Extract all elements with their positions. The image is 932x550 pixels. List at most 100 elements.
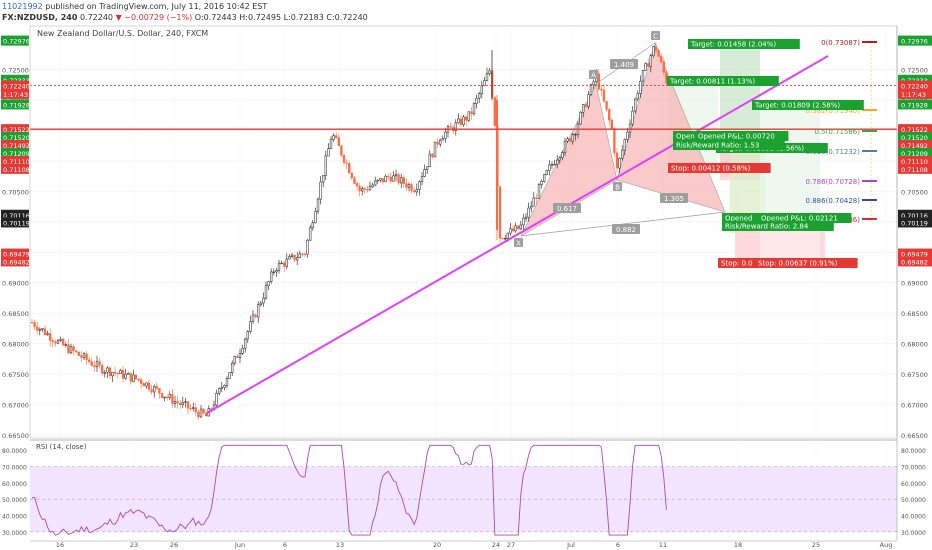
candle [600,88,603,91]
candle [345,162,348,164]
candle [205,413,208,417]
candle [51,340,54,343]
axis-price-tag-left-text: 0.72240 [3,82,30,90]
candle [660,56,663,63]
axis-price-tag-text: 0.71209 [901,150,928,158]
candle [602,89,606,102]
target-label-box [688,39,800,49]
axis-price-tag-left [1,124,29,135]
candle [649,55,652,67]
x-tick-label: 11 [659,541,667,549]
candle [392,175,395,182]
axis-price-tag [898,248,932,259]
candle [82,353,86,358]
candle [540,181,543,185]
candle [327,148,330,157]
axis-price-tag-text: 0.71520 [901,134,928,142]
candle [137,378,140,381]
candle [244,338,247,349]
candle [527,207,530,218]
candle [88,359,91,363]
axis-price-tag [898,35,932,46]
candle [376,179,379,182]
axis-price-tag-text: 0.69482 [901,258,928,266]
opened-pnl-label: Opened P&L: 0.02121 [761,215,838,223]
axis-price-tag-text: 0.71928 [901,101,928,109]
axis-price-tag-left-text: 0.69479 [3,251,30,259]
candle [454,122,457,132]
candle [514,225,517,232]
candle [436,141,439,145]
last-price: 0.72240 [79,13,114,22]
rsi-label: RSI (14, close) [36,443,87,451]
x-tick-label: 6 [283,541,287,549]
candle [181,402,184,406]
idea-id[interactable]: 11021992 [2,2,43,11]
candle [72,346,75,352]
axis-price-tag [898,155,932,166]
candle [311,222,314,229]
candle [374,180,377,186]
candle [358,185,361,192]
candle [59,338,62,341]
trend-line [206,55,829,414]
fib-label: 0(0.73087) [821,39,860,47]
x-tick-label: 20 [433,541,441,549]
candle [550,164,554,166]
candle [184,401,187,403]
right-tick-label: 0.66500 [901,432,928,440]
axis-price-tag-text: 0.71108 [901,166,928,174]
candle [407,184,411,188]
candle [173,401,177,404]
left-tick-label: 0.67000 [2,402,29,410]
candle [496,100,498,230]
candle [303,253,307,256]
candle [621,149,624,159]
stop-label-box [668,163,771,173]
axis-price-tag-left [1,163,29,174]
axis-price-tag [898,80,932,91]
axis-price-tag-left [1,80,29,91]
candle [545,170,548,175]
pattern-point-box [514,238,523,247]
axis-price-tag-text: 0.71492 [901,142,928,150]
candle [56,340,60,344]
axis-price-tag-left-text: 0.72976 [3,38,30,46]
opened-pnl-label: Opened P&L: 0.00720 [698,133,775,141]
candle [127,373,130,375]
x-tick-label: Jun [234,541,245,549]
x-tick-label: 27 [507,541,515,549]
axis-price-tag-text: 0.71110 [901,158,928,166]
candle [41,328,44,330]
candle [631,110,634,125]
pattern-point-label: A [591,72,596,80]
stop-label-box [755,258,858,268]
candle [342,155,346,163]
candle [306,239,309,255]
candle [197,411,200,418]
pattern-point-box [651,31,660,40]
candle [462,116,465,126]
candle [218,388,221,394]
candle [363,188,366,190]
candle [64,344,67,346]
ratio-label: 0.617 [557,205,577,213]
right-tick-label: 0.72500 [901,67,928,75]
axis-price-tag [898,163,932,174]
candle [509,228,512,234]
fib-label: 0.5(0.71586) [814,128,860,136]
candle [535,197,538,199]
candle [293,254,296,261]
candle [582,104,585,113]
candle [277,262,281,271]
candle [251,314,255,322]
left-tick-label: 0.67500 [2,371,29,379]
axis-price-tag-left [1,217,29,228]
pattern-point-label: C [653,33,658,41]
candle [316,198,320,212]
left-tick-label: 0.70500 [2,188,29,196]
ratio-box [610,59,638,69]
x-tick-label: Aug [880,541,893,549]
candle [215,392,218,406]
